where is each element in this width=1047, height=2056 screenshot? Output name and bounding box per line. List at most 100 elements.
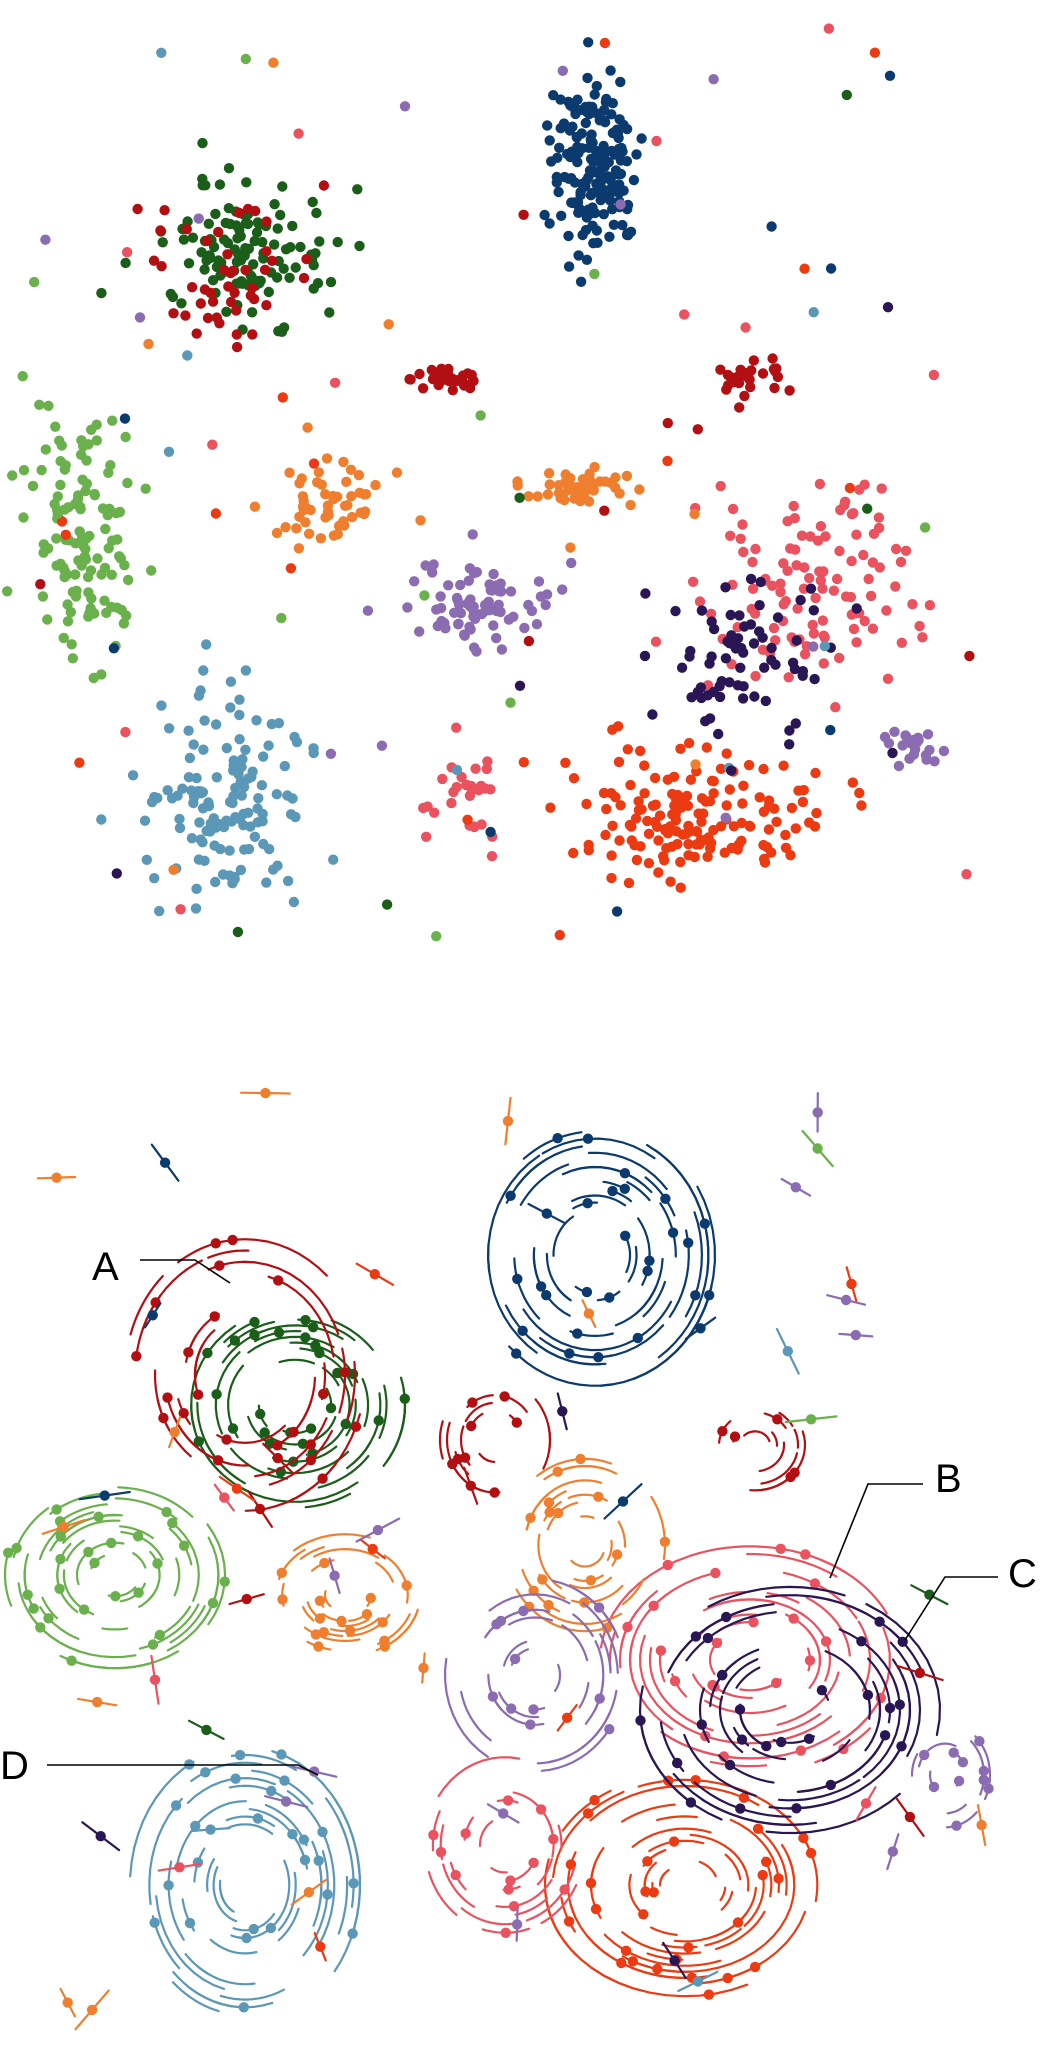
flow-point (314, 1595, 326, 1607)
flow-arc (648, 1647, 654, 1678)
flow-point (372, 1524, 384, 1536)
flow-arc (704, 1927, 742, 1947)
scatter-point (246, 307, 258, 318)
flow-point (310, 1340, 321, 1351)
flow-arc (946, 1803, 967, 1815)
scatter-point (805, 531, 816, 542)
scatter-point (341, 476, 352, 487)
flow-arc (735, 1666, 761, 1689)
scatter-point (261, 300, 272, 311)
scatter-point (588, 187, 600, 198)
scatter-point (70, 569, 81, 580)
scatter-point (873, 512, 885, 523)
scatter-point (643, 858, 655, 869)
scatter-point (769, 382, 780, 394)
scatter-point (168, 308, 179, 319)
scatter-point (114, 506, 126, 518)
scatter-point (815, 575, 826, 586)
flow-arc (190, 1324, 237, 1433)
scatter-point (613, 143, 625, 155)
flow-point (55, 1531, 66, 1542)
scatter-point (277, 392, 288, 403)
flow-point (234, 1749, 246, 1761)
scatter-point (433, 379, 444, 391)
scatter-point (745, 381, 756, 393)
scatter-point (780, 842, 792, 853)
flow-point (748, 1617, 759, 1628)
scatter-point (854, 484, 865, 495)
scatter-point (642, 815, 653, 827)
flow-point (498, 1808, 509, 1819)
scatter-point (241, 177, 252, 188)
flow-point (259, 1427, 270, 1438)
scatter-point (231, 305, 242, 316)
flow-point (299, 1854, 311, 1866)
scatter-point (739, 390, 750, 402)
scatter-point (599, 161, 610, 172)
scatter-point (518, 757, 529, 768)
flow-arc (578, 1681, 590, 1709)
scatter-point (198, 665, 209, 676)
scatter-point (720, 582, 731, 593)
scatter-point (896, 637, 907, 648)
scatter-point (429, 807, 440, 818)
flow-arc (173, 1557, 181, 1597)
scatter-point (633, 796, 644, 807)
scatter-point (404, 374, 415, 385)
scatter-point (201, 235, 213, 247)
scatter-point (146, 565, 157, 576)
scatter-point (273, 718, 285, 729)
scatter-point (251, 715, 262, 726)
flow-arc (437, 1756, 521, 1798)
flow-point (178, 1540, 190, 1551)
scatter-point (290, 811, 301, 823)
flow-point (879, 1730, 891, 1741)
scatter-point (907, 599, 918, 610)
flow-point (318, 1388, 329, 1400)
scatter-point (342, 500, 353, 511)
flow-arc (580, 1689, 618, 1749)
flow-arc (505, 1145, 583, 1204)
flow-point (771, 1677, 782, 1689)
scatter-point (653, 835, 664, 846)
scatter-point (566, 146, 577, 157)
scatter-point (465, 601, 476, 612)
flow-arc (821, 1739, 851, 1762)
scatter-point (540, 599, 551, 611)
flow-arc (271, 1750, 361, 1874)
flow-point (957, 1757, 969, 1768)
flow-point (840, 1294, 852, 1306)
flow-point (221, 1434, 232, 1445)
flow-point (669, 1955, 680, 1966)
scatter-point (732, 633, 744, 644)
flow-point (500, 1927, 511, 1939)
scatter-point (630, 813, 642, 824)
flow-point (856, 1636, 867, 1647)
scatter-point (839, 496, 851, 507)
scatter-point (240, 264, 251, 276)
scatter-point (757, 644, 769, 655)
scatter-point (72, 494, 84, 505)
scatter-point (156, 261, 167, 272)
flow-arc (132, 1552, 147, 1569)
flow-arc (276, 1859, 291, 1923)
flow-point (604, 1724, 615, 1735)
flow-point (896, 1741, 907, 1752)
flow-point (561, 1712, 573, 1724)
scatter-point (589, 268, 600, 280)
scatter-point (84, 530, 95, 542)
scatter-point (598, 787, 610, 799)
annotations: A B C D (0, 1245, 1037, 1788)
scatter-point (736, 817, 747, 829)
flow-point (377, 1617, 388, 1628)
flow-arc (207, 1249, 250, 1259)
scatter-point (882, 673, 894, 684)
scatter-point (544, 218, 555, 229)
scatter-point (559, 171, 570, 183)
scatter-point (766, 642, 777, 654)
scatter-point (148, 255, 160, 266)
scatter-point (599, 505, 610, 516)
flow-point (325, 1402, 337, 1414)
scatter-point (650, 799, 661, 810)
flow-arc (638, 1685, 691, 1803)
